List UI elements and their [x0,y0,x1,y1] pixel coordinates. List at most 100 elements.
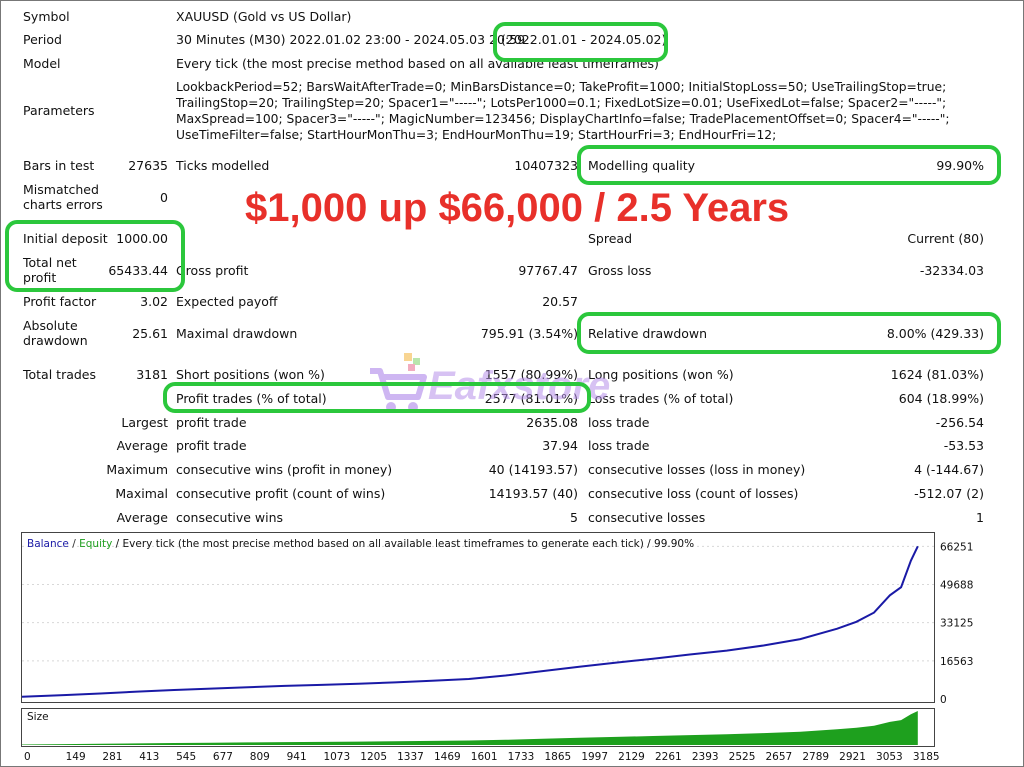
total-trades-label: Total trades [23,367,97,382]
expected-payoff-value: 20.57 [542,294,578,309]
x-tick-label: 0 [24,751,31,763]
maximum-profit-value: 40 (14193.57) [488,462,578,477]
x-tick-label: 1997 [581,751,608,763]
maximum-loss-label: consecutive losses (loss in money) [588,462,806,477]
x-tick-label: 2129 [618,751,645,763]
parameters-line: TrailingStop=20; TrailingStep=20; Spacer… [176,96,947,110]
maximum-loss-value: 4 (-144.67) [914,462,984,477]
period-range: (2022.01.01 - 2024.05.02) [501,32,667,47]
parameters-line: LookbackPeriod=52; BarsWaitAfterTrade=0;… [176,80,947,94]
profit-trades-label: Profit trades (% of total) [176,391,327,406]
largest-label: Largest [121,415,168,430]
average2-profit-value: 5 [570,510,578,525]
average-profit-label: profit trade [176,438,247,453]
total-net-profit-value: 65433.44 [108,263,168,278]
largest-loss-label: loss trade [588,415,650,430]
short-positions-value: 1557 (80.99%) [484,367,578,382]
gross-profit-label: Gross profit [176,263,249,278]
maximal-drawdown-label: Maximal drawdown [176,326,298,341]
absolute-drawdown-label: Absolute [23,318,78,333]
absolute-drawdown-value: 25.61 [132,326,168,341]
x-tick-label: 2525 [729,751,756,763]
average-label: Average [116,438,168,453]
average-loss-value: -53.53 [943,438,984,453]
period-label: Period [23,32,62,47]
x-tick-label: 2789 [802,751,829,763]
profit-factor-label: Profit factor [23,294,97,309]
parameters-line: MaxSpread=100; Spacer3="-----"; MagicNum… [176,112,950,126]
balance-chart-svg: 0 16563 33125 49688 66251 0 149 281 413 545 677 80… [21,532,973,763]
highlight-relative-drawdown [577,312,1001,354]
x-tick-label: 3053 [876,751,903,763]
largest-profit-label: profit trade [176,415,247,430]
x-tick-label: 809 [250,751,270,763]
symbol-value: XAUUSD (Gold vs US Dollar) [176,9,352,24]
mismatched-label-2: charts errors [23,197,103,212]
gross-loss-value: -32334.03 [919,263,984,278]
highlight-modelling-quality [577,145,1001,185]
ticks-modelled-label: Ticks modelled [176,158,270,173]
maximal-drawdown-value: 795.91 (3.54%) [480,326,578,341]
modelling-quality-label: Modelling quality [588,158,696,173]
expected-payoff-label: Expected payoff [176,294,278,309]
highlight-profit-trades [163,382,591,413]
ticks-modelled-value: 10407323 [514,158,578,173]
largest-profit-value: 2635.08 [526,415,578,430]
spread-label: Spread [588,231,633,246]
total-net-profit-label: Total net [23,255,77,270]
main-plot-frame [21,532,935,703]
average2-loss-label: consecutive losses [588,510,706,525]
x-tick-label: 1205 [360,751,387,763]
x-tick-label: 149 [66,751,86,763]
mismatched-value: 0 [160,190,168,205]
maximal-loss-value: -512.07 (2) [914,486,984,501]
maximal-label: Maximal [115,486,168,501]
total-net-profit-label-2: profit [23,270,57,285]
long-positions-value: 1624 (81.03%) [890,367,984,382]
x-tick-label: 413 [139,751,159,763]
average2-label: Average [116,510,168,525]
parameters-line: UseTimeFilter=false; StartHourMonThu=3; … [176,128,777,142]
y-tick-label: 33125 [940,618,973,630]
model-label: Model [23,56,61,71]
initial-deposit-label: Initial deposit [23,231,108,246]
y-tick-label: 66251 [940,541,973,553]
profit-factor-value: 3.02 [140,294,168,309]
legend-balance: Balance [27,538,69,550]
maximal-loss-label: consecutive loss (count of losses) [588,486,799,501]
modelling-quality-value: 99.90% [936,158,984,173]
x-tick-label: 677 [213,751,233,763]
average-profit-value: 37.94 [542,438,578,453]
x-tick-label: 545 [176,751,196,763]
x-tick-label: 2393 [692,751,719,763]
maximum-profit-label: consecutive wins (profit in money) [176,462,393,477]
largest-loss-value: -256.54 [935,415,984,430]
x-tick-label: 281 [102,751,122,763]
y-tick-label: 49688 [940,580,973,592]
bars-in-test-label: Bars in test [23,158,95,173]
y-tick-label: 0 [940,694,947,706]
profit-trades-value: 2577 (81.01%) [484,391,578,406]
x-tick-label: 1733 [508,751,535,763]
x-tick-label: 1073 [323,751,350,763]
maximal-profit-label: consecutive profit (count of wins) [176,486,386,501]
x-tick-label: 2261 [655,751,682,763]
highlight-period-range [493,22,668,62]
x-tick-label: 1601 [471,751,498,763]
spread-value: Current (80) [907,231,984,246]
balance-line [21,545,919,698]
x-tick-label: 2921 [839,751,866,763]
size-label: Size [27,711,49,723]
long-positions-label: Long positions (won %) [588,367,734,382]
parameters-label: Parameters [23,103,95,118]
mismatched-label: Mismatched [23,182,99,197]
balance-chart: 0 16563 33125 49688 66251 0 149 281 413 545 677 80… [21,532,1001,766]
average-loss-label: loss trade [588,438,650,453]
x-tick-label: 941 [287,751,307,763]
highlight-deposit-profit [5,220,185,292]
x-tick-label: 1337 [397,751,424,763]
x-tick-label: 1469 [434,751,461,763]
legend-separator: / [69,538,79,550]
size-area [22,711,918,745]
